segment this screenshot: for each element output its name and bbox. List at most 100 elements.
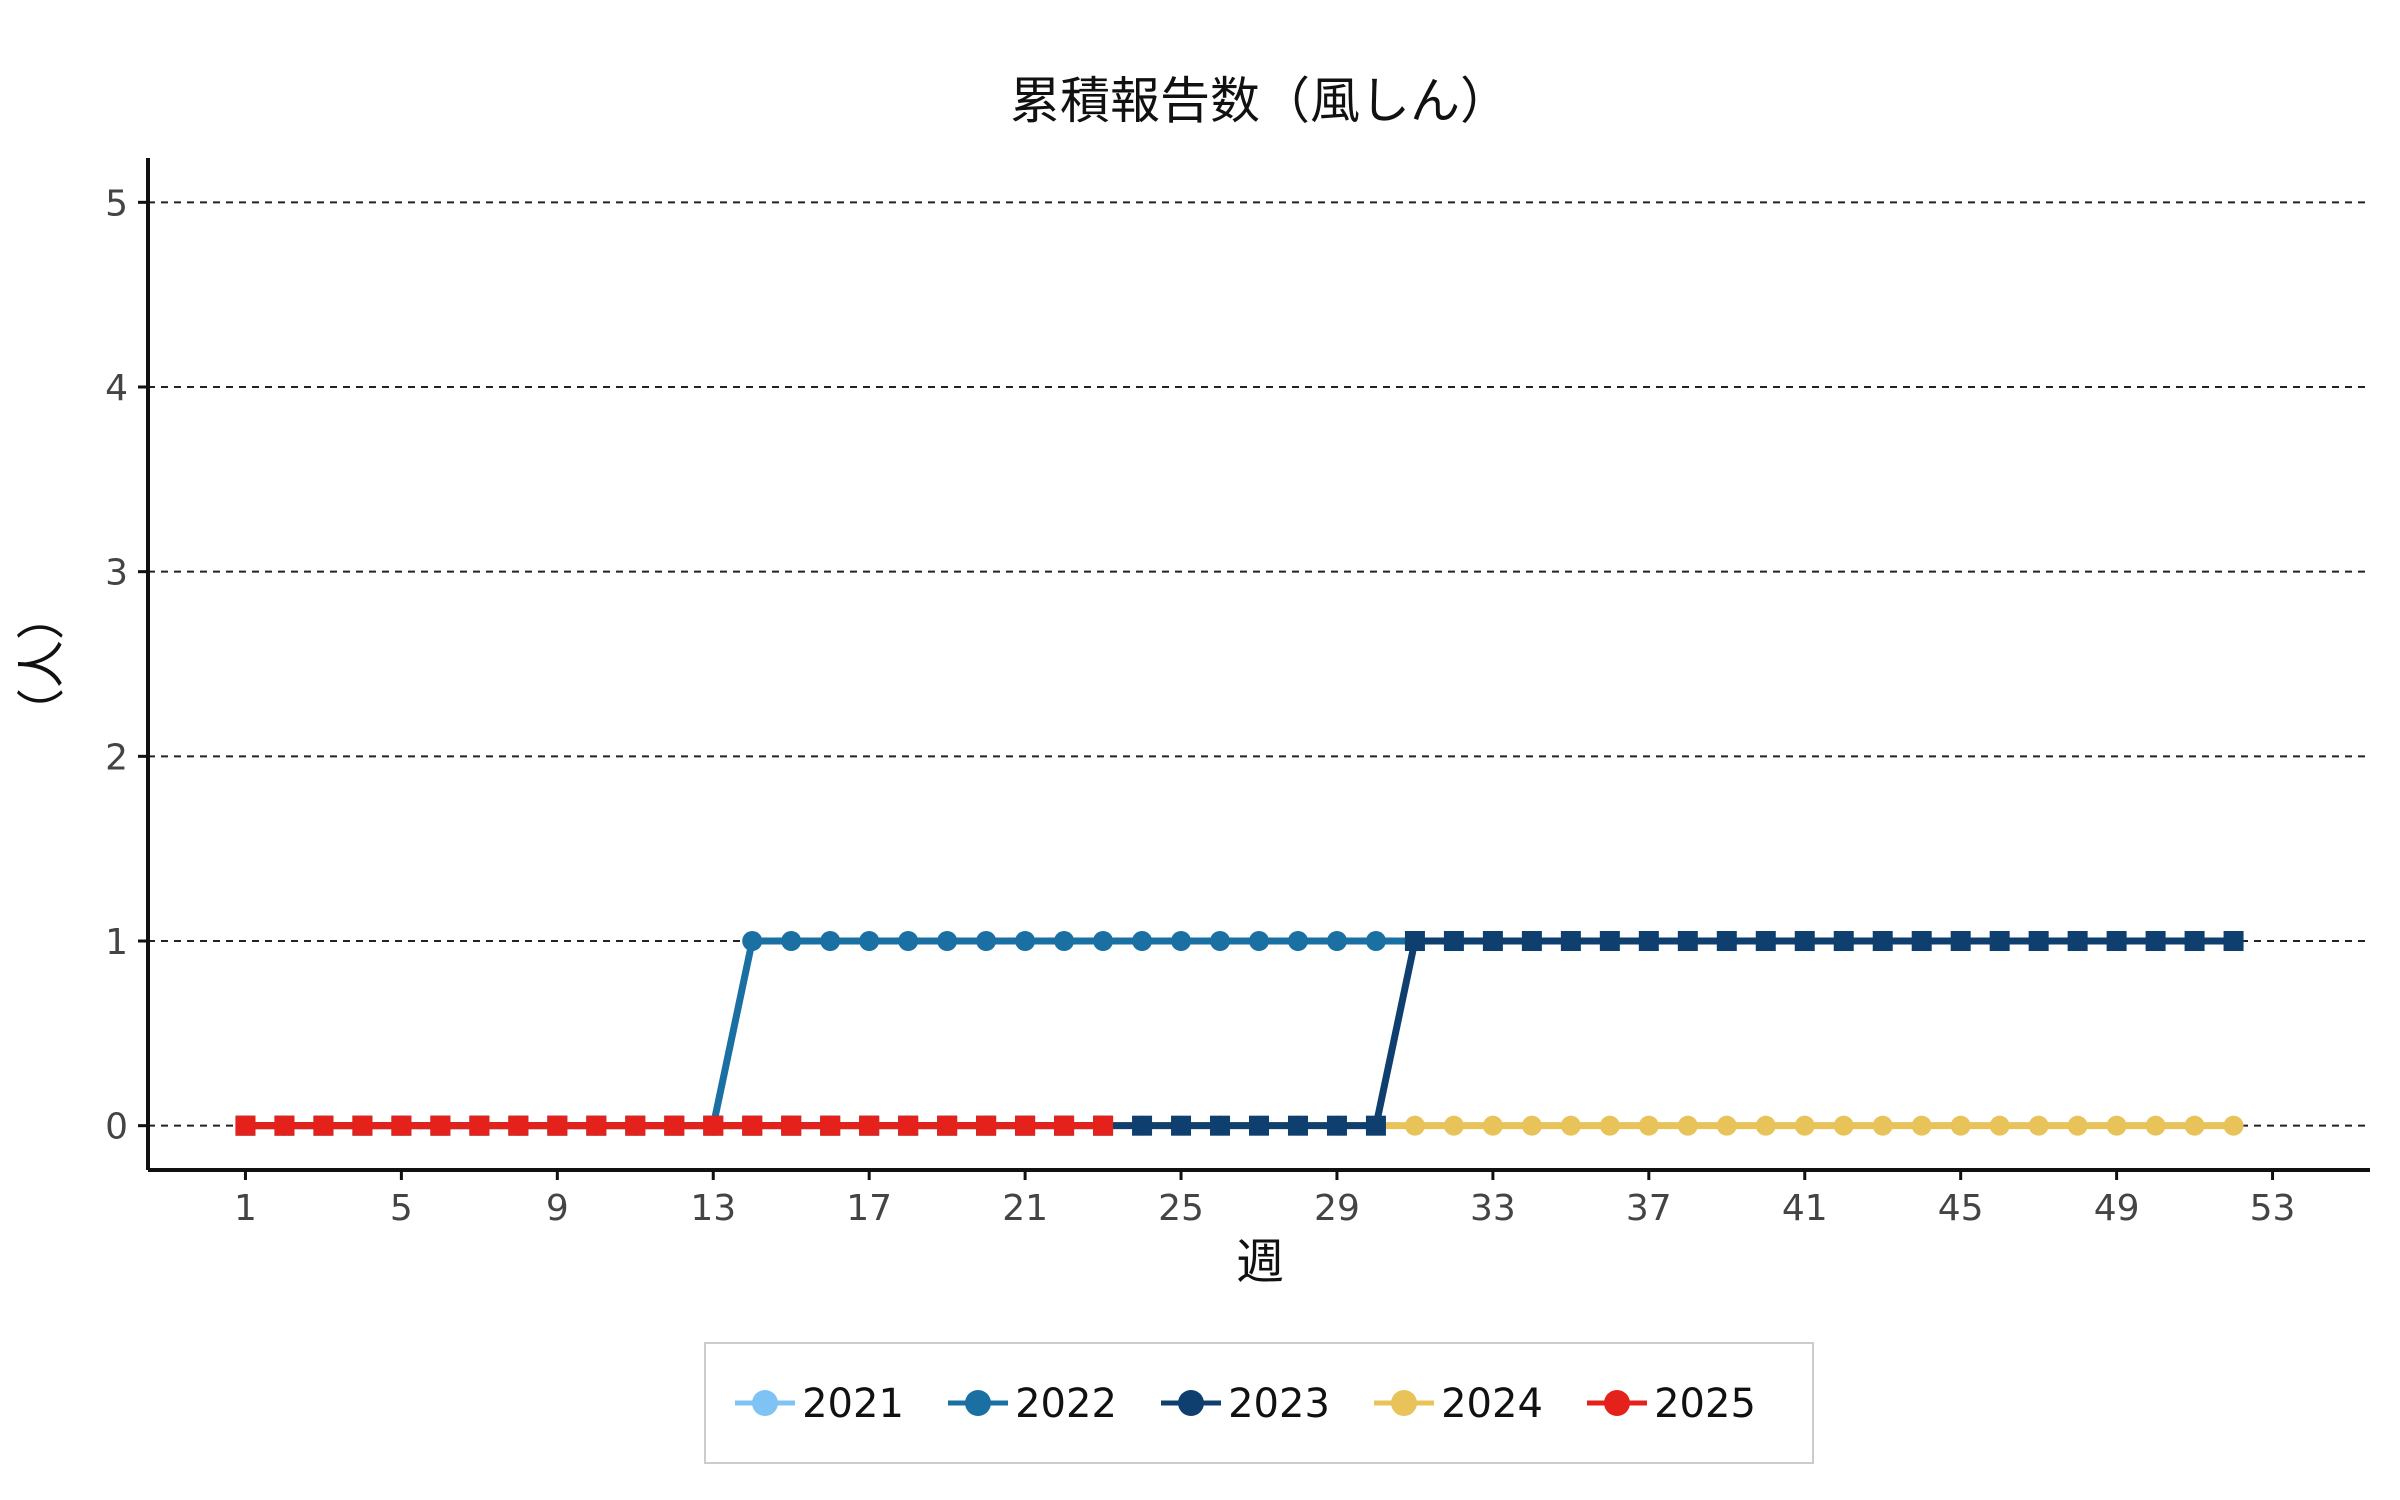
legend-label: 2025 xyxy=(1654,1381,1756,1427)
data-point xyxy=(547,1115,568,1136)
data-point xyxy=(937,1115,958,1136)
y-tick-label: 5 xyxy=(105,183,128,224)
data-point xyxy=(1989,931,2010,952)
y-tick-label: 0 xyxy=(105,1107,128,1148)
legend-label: 2021 xyxy=(802,1381,904,1427)
data-point xyxy=(1521,931,1542,952)
data-point xyxy=(1560,931,1581,952)
y-axis-title: （人） xyxy=(14,592,70,736)
x-tick-label: 5 xyxy=(390,1188,413,1229)
data-point xyxy=(898,1115,919,1136)
data-point xyxy=(2145,1115,2166,1136)
series-2022 xyxy=(235,931,1425,1136)
data-point xyxy=(2106,931,2127,952)
data-point xyxy=(1872,931,1893,952)
data-point xyxy=(1365,1115,1386,1136)
data-point xyxy=(781,1115,802,1136)
data-point xyxy=(781,931,802,952)
x-tick-label: 41 xyxy=(1782,1188,1828,1229)
data-point xyxy=(1287,931,1308,952)
legend-marker xyxy=(1604,1390,1630,1416)
legend-marker xyxy=(1178,1390,1204,1416)
series-2023 xyxy=(235,931,2244,1136)
data-point xyxy=(1950,1115,1971,1136)
series-line-2023 xyxy=(245,937,2234,1130)
x-tick-label: 1 xyxy=(234,1188,257,1229)
data-point xyxy=(1872,1115,1893,1136)
data-point xyxy=(1210,1115,1231,1136)
data-point xyxy=(430,1115,451,1136)
data-point xyxy=(586,1115,607,1136)
data-point xyxy=(1911,1115,1932,1136)
data-point xyxy=(1171,1115,1192,1136)
legend-marker xyxy=(1391,1390,1417,1416)
x-tick-label: 21 xyxy=(1002,1188,1048,1229)
legend-marker xyxy=(752,1390,778,1416)
data-point xyxy=(1249,1115,1269,1136)
legend-label: 2022 xyxy=(1015,1381,1117,1427)
legend-item-2023: 2023 xyxy=(1161,1381,1330,1427)
data-point xyxy=(1443,1115,1464,1136)
data-point xyxy=(742,931,763,952)
data-point xyxy=(1482,1115,1503,1136)
data-point xyxy=(1404,931,1425,952)
data-point xyxy=(508,1115,529,1136)
data-point xyxy=(1794,931,1815,952)
x-ticks: 1 5 9 13 17 21 25 29 33 37 41 45 49 53 xyxy=(234,1170,2295,1229)
data-point xyxy=(1989,1115,2010,1136)
data-point xyxy=(898,931,919,952)
legend-label: 2024 xyxy=(1441,1381,1543,1427)
data-point xyxy=(1054,1115,1075,1136)
x-tick-label: 37 xyxy=(1626,1188,1672,1229)
data-point xyxy=(1599,1115,1620,1136)
data-point xyxy=(1950,931,1971,952)
legend-item-2024: 2024 xyxy=(1374,1381,1543,1427)
series-layer xyxy=(235,931,2244,1136)
data-point xyxy=(1677,1115,1698,1136)
legend-marker xyxy=(965,1390,991,1416)
data-point xyxy=(352,1115,373,1136)
data-point xyxy=(1560,1115,1581,1136)
x-tick-label: 17 xyxy=(846,1188,892,1229)
data-point xyxy=(313,1115,334,1136)
data-point xyxy=(859,931,880,952)
gridlines xyxy=(148,201,2370,1127)
data-point xyxy=(625,1115,646,1136)
chart-title: 累積報告数（風しん） xyxy=(1010,72,1510,130)
data-point xyxy=(937,931,958,952)
data-point xyxy=(820,931,841,952)
legend-item-2025: 2025 xyxy=(1587,1381,1756,1427)
data-point xyxy=(1015,1115,1036,1136)
y-tick-label: 1 xyxy=(105,922,128,963)
x-axis-title: 週 xyxy=(1236,1234,1284,1290)
data-point xyxy=(2223,1115,2244,1136)
data-point xyxy=(1599,931,1620,952)
data-point xyxy=(1482,931,1503,952)
data-point xyxy=(1404,1115,1425,1136)
x-tick-label: 49 xyxy=(2094,1188,2140,1229)
x-tick-label: 45 xyxy=(1938,1188,1984,1229)
x-tick-label: 9 xyxy=(546,1188,569,1229)
data-point xyxy=(1755,931,1776,952)
data-point xyxy=(469,1115,490,1136)
data-point xyxy=(2184,931,2205,952)
data-point xyxy=(235,1115,256,1136)
data-point xyxy=(1093,931,1114,952)
data-point xyxy=(2067,931,2088,952)
data-point xyxy=(2184,1115,2205,1136)
data-point xyxy=(1794,1115,1815,1136)
y-ticks: 0 1 2 3 4 5 xyxy=(105,183,148,1148)
data-point xyxy=(820,1115,841,1136)
data-point xyxy=(1326,931,1347,952)
data-point xyxy=(742,1115,763,1136)
data-point xyxy=(1210,931,1231,952)
series-2025 xyxy=(235,1115,1114,1136)
legend: 2021 2022 2023 2024 2025 xyxy=(735,1381,1756,1427)
data-point xyxy=(274,1115,295,1136)
data-point xyxy=(1716,931,1737,952)
data-point xyxy=(1132,931,1153,952)
data-point xyxy=(1443,931,1464,952)
data-point xyxy=(1054,931,1075,952)
data-point xyxy=(976,931,997,952)
